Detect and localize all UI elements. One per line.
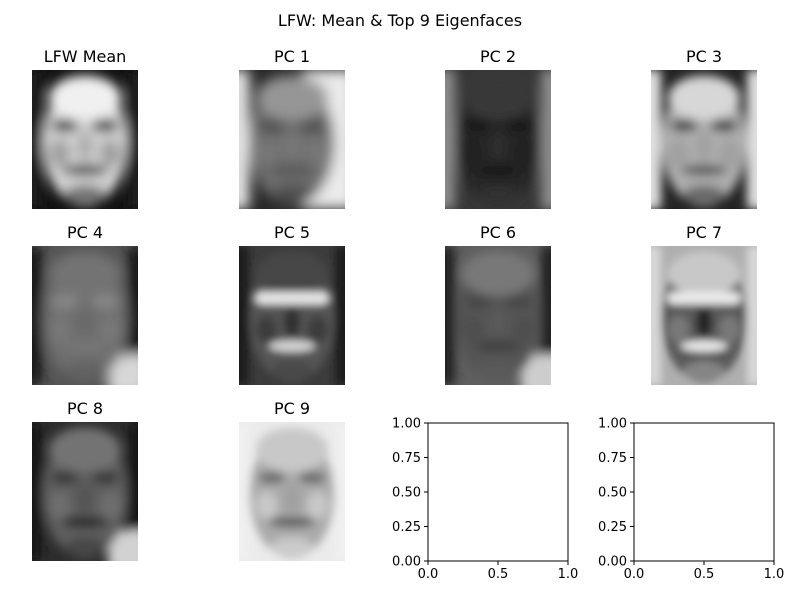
empty-axes-2: 0.0 0.5 1.0 0.00 0.25 0.50 0.75 1.00 — [598, 417, 784, 583]
eigenface-image — [239, 70, 345, 209]
panel-title: PC 2 — [480, 47, 516, 66]
panel-mean: LFW Mean — [32, 47, 138, 209]
y-tick-label: 0.25 — [598, 520, 627, 535]
panel-title: PC 3 — [686, 47, 722, 66]
eigenface-image — [32, 422, 138, 561]
y-tick-label: 0.25 — [392, 520, 421, 535]
eigenface-image — [32, 70, 138, 209]
empty-axes-1: 0.0 0.5 1.0 0.00 0.25 0.50 0.75 1.00 — [392, 417, 578, 583]
panel-title: PC 5 — [274, 223, 310, 242]
panel-title: PC 6 — [480, 223, 516, 242]
eigenface-image — [651, 246, 757, 385]
panel-pc2: PC 2 — [445, 47, 551, 209]
x-tick-label: 0.0 — [624, 567, 645, 582]
eigenface-image — [239, 246, 345, 385]
panel-pc8: PC 8 — [32, 399, 138, 561]
axes-frame — [633, 422, 775, 562]
panel-title: LFW Mean — [44, 47, 127, 66]
x-tick-label: 1.0 — [764, 567, 785, 582]
panel-pc9: PC 9 — [239, 399, 345, 561]
y-tick-label: 0.00 — [598, 555, 627, 570]
x-tick-label: 1.0 — [558, 567, 579, 582]
panel-pc3: PC 3 — [651, 47, 757, 209]
panel-title: PC 7 — [686, 223, 722, 242]
panel-pc4: PC 4 — [32, 223, 138, 385]
x-tick-label: 0.5 — [488, 567, 509, 582]
eigenface-image — [32, 246, 138, 385]
x-tick-label: 0.5 — [694, 567, 715, 582]
y-tick-label: 0.75 — [392, 451, 421, 466]
figure-title: LFW: Mean & Top 9 Eigenfaces — [278, 11, 522, 30]
y-tick-label: 0.75 — [598, 451, 627, 466]
panel-pc1: PC 1 — [239, 47, 345, 209]
empty-axes-layer: 0.0 0.5 1.00.000.250.500.751.000.0 0.5 1.00.… — [392, 417, 784, 583]
panels-layer: LFW Mean PC 1 PC 2 PC 3 PC 4 PC 5 PC 6 PC 7 PC 8… — [32, 47, 757, 561]
panel-title: PC 4 — [67, 223, 103, 242]
panel-pc7: PC 7 — [651, 223, 757, 385]
panel-title: PC 8 — [67, 399, 103, 418]
panel-pc5: PC 5 — [239, 223, 345, 385]
y-tick-label: 0.50 — [392, 486, 421, 501]
y-tick-label: 0.00 — [392, 555, 421, 570]
axes-frame — [427, 422, 569, 562]
y-tick-label: 1.00 — [392, 417, 421, 432]
panel-title: PC 1 — [274, 47, 310, 66]
x-tick-label: 0.0 — [418, 567, 439, 582]
y-tick-label: 1.00 — [598, 417, 627, 432]
eigenface-image — [239, 422, 345, 561]
eigenface-image — [445, 246, 551, 385]
panel-pc6: PC 6 — [445, 223, 551, 385]
eigenface-image — [445, 70, 551, 209]
panel-title: PC 9 — [274, 399, 310, 418]
eigenface-image — [651, 70, 757, 209]
y-tick-label: 0.50 — [598, 486, 627, 501]
